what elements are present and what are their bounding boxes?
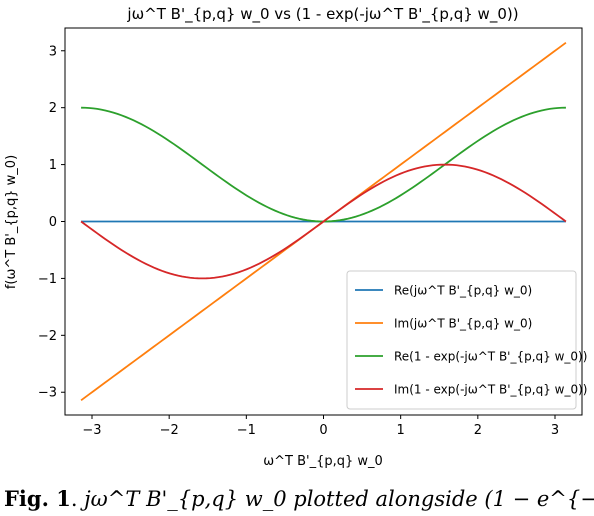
legend-box [346,270,577,410]
caption: Fig. 1. jω^T B'_{p,q} w_0 plotted alongs… [4,486,594,511]
x-axis-ticks: −3 −2 −1 0 1 2 3 [82,415,559,438]
caption-label: Fig. 1 [4,486,71,511]
y-tick-label: 0 [49,215,57,230]
y-axis-ticks: −3 −2 −1 0 1 2 3 [38,44,65,401]
legend-label-1: Im(jω^T B'_{p,q} w_0) [394,317,532,331]
x-tick-label: −3 [82,423,101,438]
y-axis-label: f(ω^T B'_{p,q} w_0) [4,155,19,289]
x-tick-label: 1 [397,423,405,438]
legend-label-3: Im(1 - exp(-jω^T B'_{p,q} w_0)) [394,383,587,397]
caption-text: jω^T B'_{p,q} w_0 plotted alongside (1 −… [80,487,594,511]
x-tick-label: −2 [160,423,179,438]
y-tick-label: −2 [38,329,57,344]
x-tick-label: −1 [237,423,256,438]
chart-title: jω^T B'_{p,q} w_0 vs (1 - exp(-jω^T B'_{… [126,5,518,24]
y-tick-label: −1 [38,272,57,287]
series-line-3 [80,163,567,280]
y-tick-label: 2 [49,101,57,116]
x-tick-label: 0 [319,423,327,438]
legend-label-2: Re(1 - exp(-jω^T B'_{p,q} w_0)) [394,350,587,364]
plot-area: −3 −2 −1 0 1 2 3 −3 −2 −1 0 1 2 3 [38,27,583,438]
x-tick-label: 2 [474,423,482,438]
series-layer [80,41,567,402]
legend-items: Re(jω^T B'_{p,q} w_0) Im(jω^T B'_{p,q} w_… [355,284,587,397]
y-tick-label: 1 [49,158,57,173]
x-axis-label: ω^T B'_{p,q} w_0 [263,454,383,469]
y-tick-label: −3 [38,386,57,401]
svg-text:Fig. 1. jω^T B'_{p,q} w_0 plot: Fig. 1. jω^T B'_{p,q} w_0 plotted alongs… [4,486,594,511]
y-tick-label: 3 [49,44,57,59]
x-tick-label: 3 [551,423,559,438]
legend: Re(jω^T B'_{p,q} w_0) Im(jω^T B'_{p,q} w_… [346,270,587,410]
legend-label-0: Re(jω^T B'_{p,q} w_0) [394,284,532,298]
